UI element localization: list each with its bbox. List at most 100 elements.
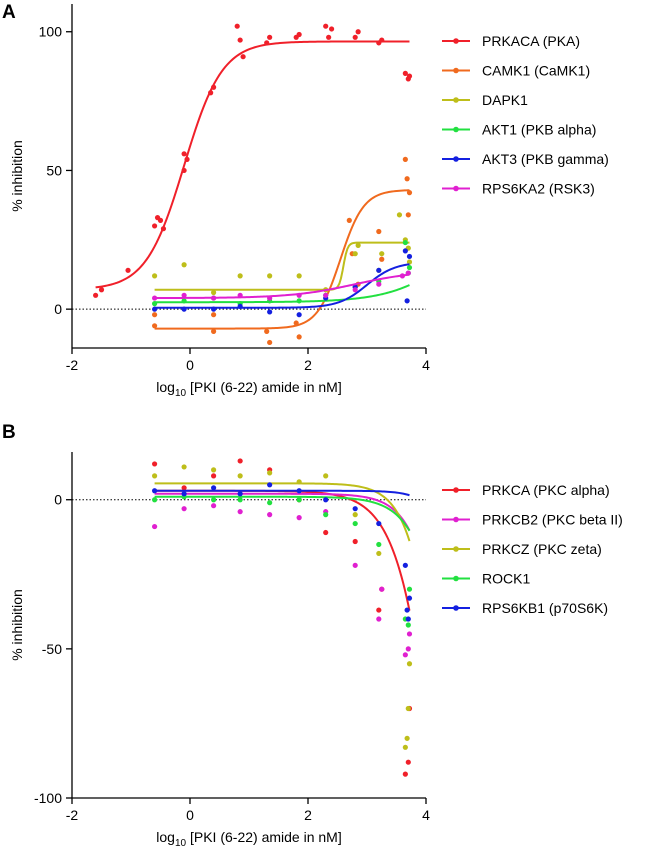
panel-a-legend-item-camk1-camk1: CAMK1 (CaMK1): [442, 63, 590, 79]
panel-a-data-point-akt3-pkb-gamma: [406, 253, 413, 260]
panel-b: B -2 0 2 4 0 -50 -100 % inhibition log10 [PKI (6…: [2, 422, 623, 849]
panel-b-fit-curve-prkcb2-pkc-beta-ii: [154, 492, 411, 531]
panel-a-data-point-rps6ka2-rsk3: [399, 273, 405, 279]
panel-a-data-point-prkaca-pka: [211, 84, 217, 90]
panel-b-legend-item-prkca-pkc-alpha: PRKCA (PKC alpha): [442, 482, 610, 498]
panel-b-x-tick-label: 0: [186, 807, 194, 823]
panel-a-data-point-dapk1: [152, 273, 158, 279]
panel-a-x-tick-label: 0: [186, 357, 194, 373]
panel-b-legend-marker: [453, 546, 459, 552]
panel-a-fit-curve-camk1-camk1: [154, 189, 410, 330]
panel-a-data-point-prkaca-pka: [184, 156, 190, 162]
panel-b-x-axis-label: log10 [PKI (6-22) amide in nM]: [156, 829, 341, 849]
panel-a-y-tick-label: 0: [54, 301, 62, 317]
panel-b-data-point-rps6kb1-p70s6k: [402, 562, 408, 568]
panel-letter-b: B: [2, 422, 16, 443]
panel-b-y-axis-label: % inhibition: [9, 589, 25, 661]
panel-b-data-point-rps6kb1-p70s6k: [181, 491, 187, 497]
panel-a-data-point-camk1-camk1: [346, 217, 352, 223]
panel-b-data-point-prkcz-pkc-zeta: [211, 467, 217, 473]
panel-a-y-tick-label: 100: [39, 24, 63, 40]
panel-a-data-point-prkaca-pka: [267, 34, 273, 40]
panel-a-data-point-camk1-camk1: [406, 190, 413, 196]
panel-a-data-point-camk1-camk1: [404, 176, 410, 182]
panel-b-data-point-prkcb2-pkc-beta-ii: [402, 652, 408, 658]
panel-b-data-point-prkca-pkc-alpha: [323, 529, 329, 536]
panel-b-data-point-rps6kb1-p70s6k: [152, 488, 158, 494]
panel-a-data-point-rps6ka2-rsk3: [376, 281, 382, 287]
panel-b-data-point-rock1: [406, 586, 413, 592]
panel-a-data-point-akt3-pkb-gamma: [152, 306, 158, 312]
panel-b-fit-curve-rps6kb1-p70s6k: [154, 489, 410, 497]
panel-b-data-point-prkcz-pkc-zeta: [406, 661, 413, 667]
panel-a-data-point-dapk1: [296, 273, 302, 279]
panel-b-data-point-prkcb2-pkc-beta-ii: [405, 646, 411, 652]
panel-a-data-point-rps6ka2-rsk3: [352, 287, 358, 293]
panel-a-legend-item-dapk1: DAPK1: [442, 92, 528, 108]
panel-b-fit-curve-prkcz-pkc-zeta: [154, 482, 411, 542]
panel-a-y-tick-label: 50: [46, 162, 62, 178]
panel-b-data-point-rps6kb1-p70s6k: [267, 482, 273, 488]
panel-b-x-tick-label: 2: [304, 807, 312, 823]
panel-a-data-point-prkaca-pka: [93, 292, 99, 298]
panel-b-legend-item-prkcb2-pkc-beta-ii: PRKCB2 (PKC beta II): [442, 512, 623, 528]
panel-b-data-point-prkca-pkc-alpha: [211, 473, 217, 479]
panel-a-data-point-prkaca-pka: [240, 54, 246, 60]
panel-a-data-point-prkaca-pka: [181, 151, 187, 157]
panel-a-data-point-dapk1: [355, 242, 361, 248]
panel-a-data-point-prkaca-pka: [352, 34, 358, 40]
panel-b-data-point-rps6kb1-p70s6k: [404, 607, 410, 613]
panel-b-y-tick-label: -100: [34, 790, 62, 806]
panel-a-data-point-akt3-pkb-gamma: [237, 303, 243, 309]
panel-a-fit-curve-dapk1: [154, 241, 410, 291]
panel-b-data-point-prkcz-pkc-zeta: [152, 473, 158, 479]
panel-b-data-point-prkcb2-pkc-beta-ii: [181, 506, 187, 512]
panel-a-data-point-rps6ka2-rsk3: [152, 295, 158, 301]
panel-a-data-point-rps6ka2-rsk3: [237, 292, 243, 298]
panel-a-data-point-prkaca-pka: [181, 167, 187, 174]
panel-b-data-point-rps6kb1-p70s6k: [352, 506, 358, 512]
panel-a-legend-marker: [453, 126, 459, 133]
panel-b-data-point-rock1: [352, 520, 358, 527]
panel-b-x-axis-label-text: [PKI (6-22) amide in nM]: [186, 829, 342, 845]
panel-b-data-point-rock1: [152, 497, 158, 503]
panel-a-data-point-akt1-pkb-alpha: [402, 239, 408, 246]
panel-a-data-point-dapk1: [406, 259, 413, 265]
panel-b-data-point-prkcb2-pkc-beta-ii: [237, 509, 243, 515]
panel-a-data-point-prkaca-pka: [323, 23, 329, 29]
panel-a-legend-marker: [453, 67, 459, 74]
panel-a-data-point-camk1-camk1: [267, 339, 273, 346]
panel-b-legend-item-rock1: ROCK1: [442, 571, 530, 587]
panel-b-data-point-prkca-pkc-alpha: [352, 538, 358, 545]
panel-a-data-point-camk1-camk1: [152, 312, 158, 318]
panel-a-data-point-prkaca-pka: [326, 34, 332, 40]
panel-a-data-point-prkaca-pka: [329, 26, 335, 32]
panel-a-data-point-prkaca-pka: [264, 40, 270, 46]
panel-a-data-point-camk1-camk1: [264, 328, 270, 334]
panel-a-data-point-camk1-camk1: [211, 328, 217, 334]
panel-b-legend-item-rps6kb1-p70s6k: RPS6KB1 (p70S6K): [442, 600, 608, 616]
panel-b-data-point-prkcz-pkc-zeta: [376, 550, 382, 557]
panel-b-data-point-prkca-pkc-alpha: [237, 458, 243, 464]
panel-b-data-point-prkcz-pkc-zeta: [296, 479, 302, 485]
panel-b-data-point-rock1: [211, 497, 217, 503]
panel-b-data-point-prkcz-pkc-zeta: [402, 744, 408, 750]
panel-b-data-point-prkcz-pkc-zeta: [405, 705, 411, 712]
panel-b-data-point-prkcb2-pkc-beta-ii: [376, 616, 382, 622]
panel-a-legend-label: AKT3 (PKB gamma): [482, 151, 609, 167]
panel-a-legend-item-akt1-pkb-alpha: AKT1 (PKB alpha): [442, 122, 596, 138]
panel-b-data-point-rps6kb1-p70s6k: [211, 485, 217, 491]
panel-a-data-point-rps6ka2-rsk3: [211, 295, 217, 301]
panel-b-data-point-prkcz-pkc-zeta: [237, 473, 243, 479]
panel-a-legend-marker: [453, 185, 459, 192]
panel-b-data-point-prkca-pkc-alpha: [181, 485, 187, 491]
panel-a-data-point-camk1-camk1: [296, 334, 302, 340]
panel-b-data-point-rps6kb1-p70s6k: [323, 497, 329, 503]
panel-a-fit-curve-prkaca-pka: [95, 40, 410, 289]
panel-a-data-point-camk1-camk1: [211, 312, 217, 318]
panel-a-data-point-prkaca-pka: [237, 37, 243, 43]
panel-b-legend-label: PRKCA (PKC alpha): [482, 482, 610, 498]
panel-a-data-point-prkaca-pka: [152, 223, 158, 229]
panel-b-data-point-rock1: [267, 500, 273, 506]
